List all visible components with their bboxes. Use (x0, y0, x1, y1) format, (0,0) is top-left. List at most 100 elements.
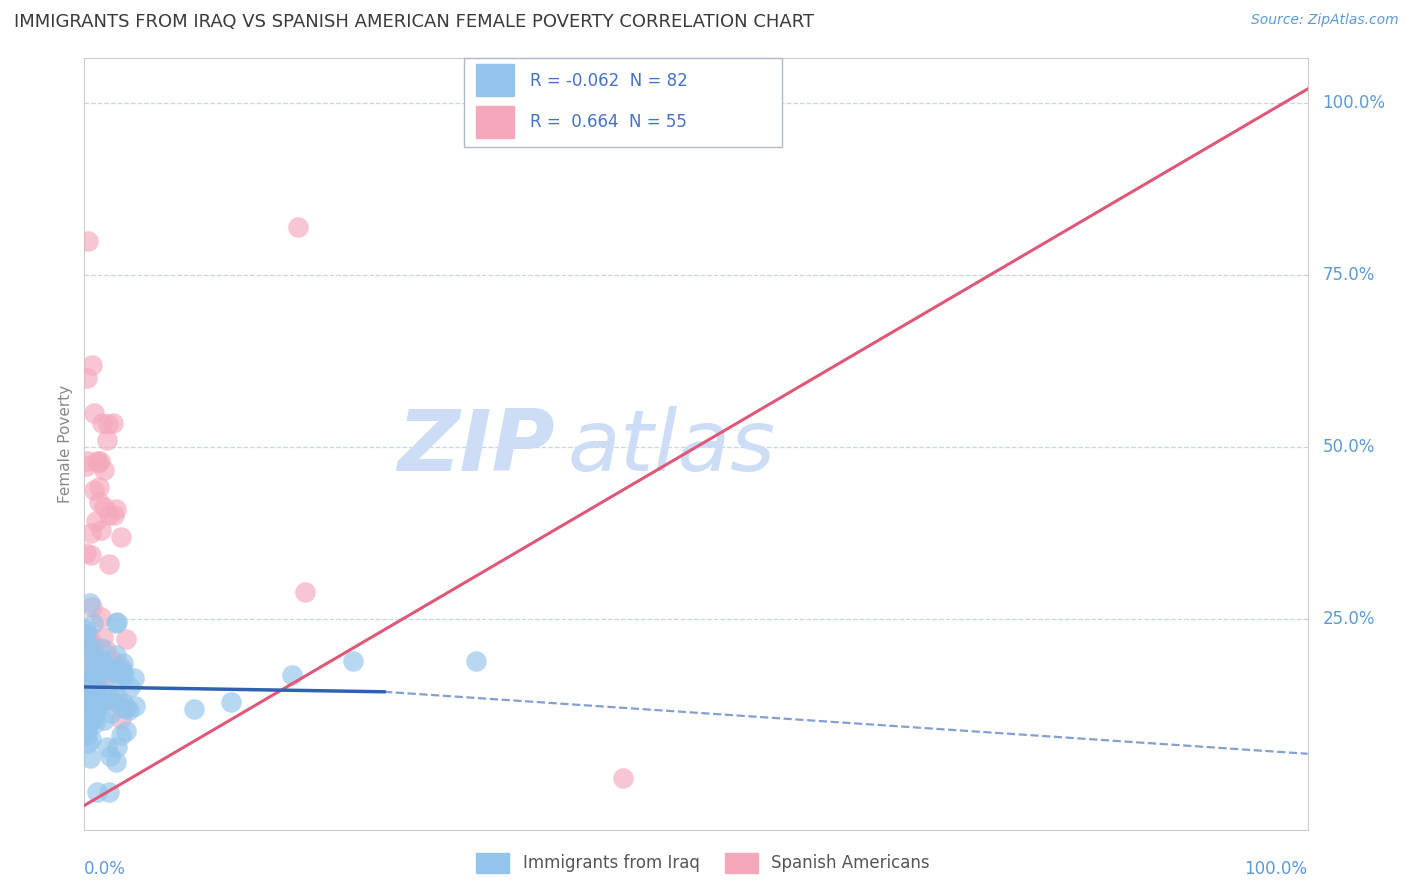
Point (115, 701, 138, 715)
Point (76, 453, 98, 467)
Point (118, 681, 141, 695)
Point (77, 684, 100, 698)
Point (110, 665, 132, 680)
Point (84, 514, 107, 528)
Point (82, 645, 104, 659)
Point (80, 599, 103, 614)
Text: 50.0%: 50.0% (1322, 438, 1375, 456)
Point (77, 689, 100, 703)
Point (79, 751, 101, 765)
Point (89, 454, 111, 468)
Point (115, 632, 138, 647)
Point (80, 358, 103, 372)
Point (96, 692, 118, 706)
Point (76, 690, 98, 705)
Legend: Immigrants from Iraq, Spanish Americans: Immigrants from Iraq, Spanish Americans (470, 847, 936, 880)
Point (83, 483, 105, 498)
Point (219, 695, 242, 709)
Text: ZIP: ZIP (398, 406, 555, 489)
Point (86, 684, 108, 698)
Point (100, 706, 122, 720)
Point (96, 660, 118, 674)
Point (83, 406, 105, 420)
Point (79, 705, 101, 719)
Point (75, 689, 97, 703)
Point (86, 454, 108, 468)
Point (294, 585, 316, 599)
Point (75, 646, 97, 660)
Y-axis label: Female Poverty: Female Poverty (58, 384, 73, 503)
Point (87, 456, 110, 470)
Point (97, 558, 120, 572)
Point (90, 641, 112, 656)
Point (79, 655, 101, 669)
Point (79, 548, 101, 562)
Point (104, 756, 127, 770)
Text: 100.0%: 100.0% (1322, 94, 1385, 112)
Point (105, 502, 128, 516)
Point (107, 740, 129, 755)
Point (80, 681, 103, 695)
Point (84, 674, 107, 689)
Point (90, 523, 112, 537)
Point (112, 667, 135, 681)
Point (94, 672, 117, 686)
Point (287, 219, 309, 234)
Point (82, 691, 104, 706)
Point (79, 683, 101, 698)
Point (110, 728, 132, 742)
Point (79, 714, 101, 728)
Point (75, 632, 97, 647)
Text: Source: ZipAtlas.com: Source: ZipAtlas.com (1251, 13, 1399, 28)
Point (612, 771, 634, 785)
Point (105, 648, 128, 663)
Point (100, 653, 122, 667)
Point (93, 462, 115, 476)
Point (105, 689, 128, 703)
Point (281, 667, 304, 681)
Point (105, 616, 128, 631)
Point (96, 739, 118, 754)
Point (110, 660, 132, 674)
Point (86, 694, 108, 708)
Point (96, 433, 118, 447)
Point (84, 667, 107, 681)
Point (464, 654, 486, 668)
Point (79, 526, 101, 541)
Text: 75.0%: 75.0% (1322, 266, 1375, 284)
Point (76, 371, 98, 385)
Point (76, 699, 98, 714)
Point (79, 673, 101, 688)
Point (89, 480, 111, 494)
Point (87, 495, 110, 509)
Point (84, 706, 107, 721)
Point (97, 660, 120, 674)
Point (83, 670, 105, 684)
Point (87, 681, 110, 696)
Point (76, 722, 98, 736)
Point (86, 785, 108, 799)
Point (77, 646, 100, 660)
Point (77, 663, 100, 677)
Point (75, 624, 97, 638)
Point (77, 234, 100, 248)
Point (118, 703, 141, 717)
Point (86, 656, 108, 670)
Point (79, 668, 101, 682)
Point (110, 666, 132, 681)
Point (91, 416, 114, 430)
Point (107, 667, 129, 681)
Point (98, 749, 121, 764)
Point (82, 663, 104, 677)
Point (76, 678, 98, 692)
Point (87, 698, 110, 712)
Point (75, 708, 97, 723)
Point (91, 630, 114, 644)
Point (111, 656, 134, 670)
Point (105, 615, 128, 629)
Point (76, 640, 98, 654)
Point (79, 596, 101, 610)
Point (84, 695, 107, 709)
Point (77, 676, 100, 690)
Point (111, 663, 134, 677)
